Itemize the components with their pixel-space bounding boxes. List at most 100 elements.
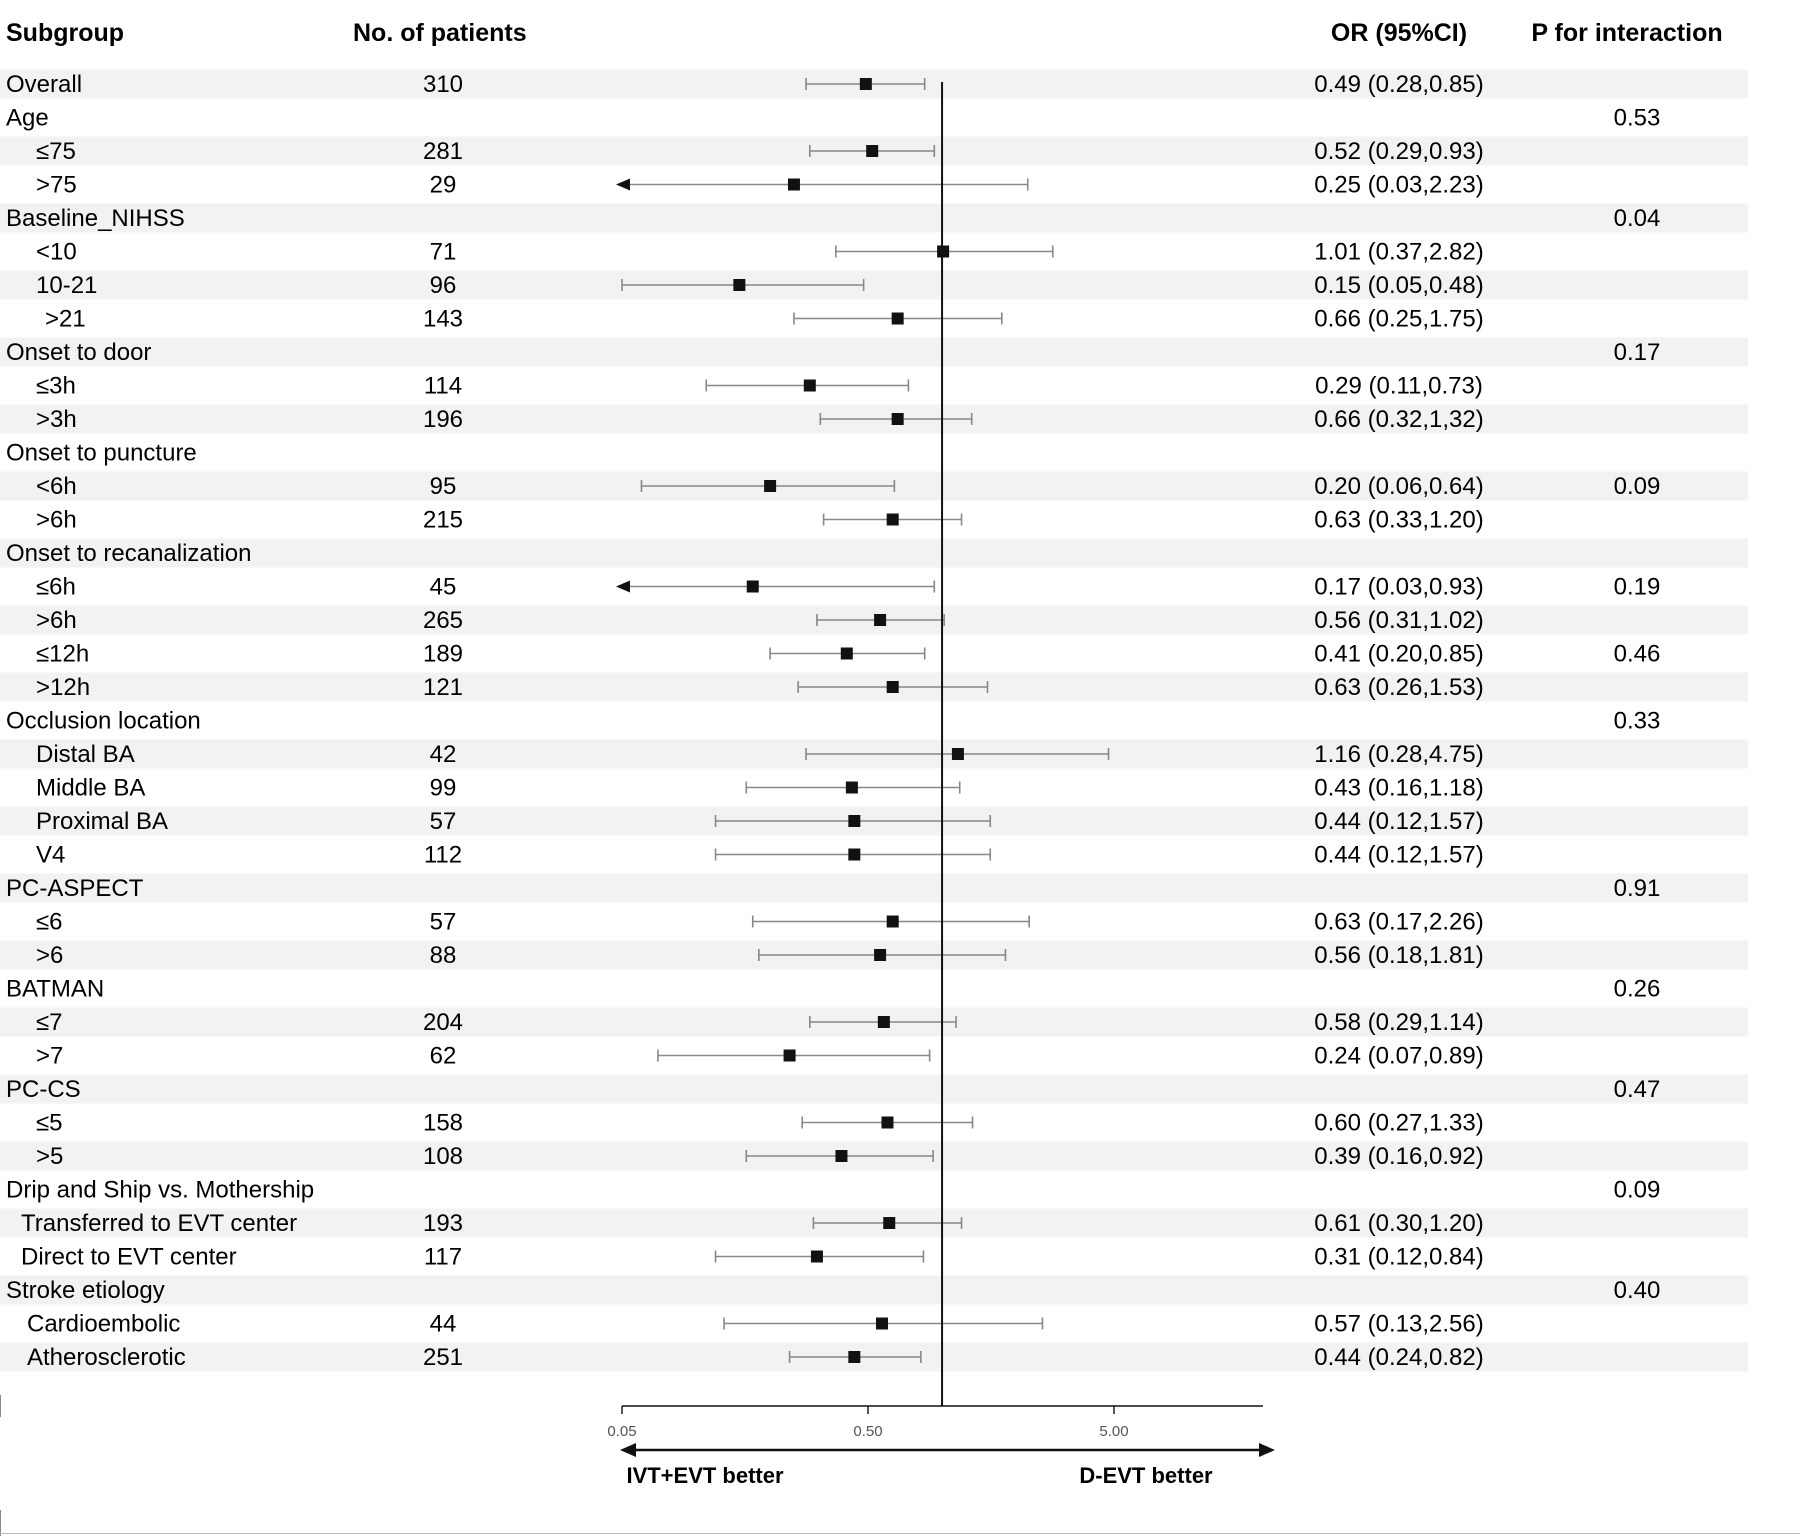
row-label: Onset to recanalization xyxy=(6,540,251,567)
x-tick-label: 0.50 xyxy=(853,1423,882,1440)
row-label: Atherosclerotic xyxy=(27,1344,186,1371)
direction-label-right: D-EVT better xyxy=(1079,1463,1213,1488)
row-or-ci: 0.25 (0.03,2.23) xyxy=(1314,172,1483,199)
or-marker xyxy=(891,312,904,325)
row-label: Distal BA xyxy=(36,741,135,768)
or-marker xyxy=(875,1317,888,1330)
header-patients: No. of patients xyxy=(353,19,527,47)
row-patients: 99 xyxy=(430,775,457,802)
row-label: 10-21 xyxy=(36,272,97,299)
row-p-interaction: 0.91 xyxy=(1614,875,1661,902)
row-label: PC-ASPECT xyxy=(6,875,144,902)
row-patients: 143 xyxy=(423,306,463,333)
row-label: <6h xyxy=(36,473,77,500)
row-patients: 189 xyxy=(423,641,463,668)
row-patients: 112 xyxy=(424,842,462,869)
or-marker xyxy=(803,379,816,392)
row-or-ci: 0.43 (0.16,1.18) xyxy=(1314,775,1483,802)
row-or-ci: 0.15 (0.05,0.48) xyxy=(1314,272,1483,299)
or-marker xyxy=(886,681,899,693)
row-or-ci: 0.66 (0.32,1,32) xyxy=(1314,406,1483,433)
row-patients: 57 xyxy=(430,909,457,936)
or-marker xyxy=(881,1116,894,1129)
row-band xyxy=(0,270,1748,300)
row-or-ci: 0.44 (0.12,1.57) xyxy=(1314,842,1483,869)
row-p-interaction: 0.04 xyxy=(1614,205,1661,232)
row-label: BATMAN xyxy=(6,976,104,1003)
row-label: >12h xyxy=(36,674,90,701)
row-patients: 121 xyxy=(423,674,463,701)
row-label: ≤6 xyxy=(36,909,63,936)
or-marker xyxy=(848,1351,861,1363)
ci-arrow-left xyxy=(616,580,630,593)
row-or-ci: 0.39 (0.16,0.92) xyxy=(1314,1143,1483,1170)
row-patients: 95 xyxy=(430,473,457,500)
direction-arrow-right xyxy=(1259,1443,1275,1457)
row-or-ci: 0.44 (0.12,1.57) xyxy=(1314,808,1483,835)
or-marker xyxy=(859,78,872,90)
row-patients: 193 xyxy=(423,1210,463,1237)
row-label: Onset to door xyxy=(6,339,151,366)
row-label: Onset to puncture xyxy=(6,440,197,467)
row-label: ≤75 xyxy=(36,138,76,165)
or-marker xyxy=(848,848,861,861)
row-or-ci: 0.56 (0.18,1.81) xyxy=(1314,942,1483,969)
frame-edge xyxy=(0,1395,1,1417)
row-label: >6h xyxy=(36,607,77,634)
x-tick-label: 0.05 xyxy=(607,1423,636,1440)
row-label: PC-CS xyxy=(6,1076,81,1103)
row-label: Occlusion location xyxy=(6,708,201,735)
row-or-ci: 0.17 (0.03,0.93) xyxy=(1314,574,1483,601)
row-band xyxy=(0,337,1748,367)
row-or-ci: 0.29 (0.11,0.73) xyxy=(1315,373,1483,400)
row-or-ci: 0.20 (0.06,0.64) xyxy=(1314,473,1483,500)
x-tick-label: 5.00 xyxy=(1099,1423,1128,1440)
row-patients: 57 xyxy=(430,808,457,835)
or-marker xyxy=(764,480,777,492)
row-label: Direct to EVT center xyxy=(21,1244,237,1271)
row-or-ci: 0.66 (0.25,1.75) xyxy=(1314,306,1483,333)
row-or-ci: 0.41 (0.20,0.85) xyxy=(1314,641,1483,668)
row-patients: 204 xyxy=(423,1009,463,1036)
row-p-interaction: 0.53 xyxy=(1614,105,1661,132)
row-patients: 215 xyxy=(423,507,463,534)
row-label: Baseline_NIHSS xyxy=(6,205,185,232)
row-or-ci: 1.16 (0.28,4.75) xyxy=(1314,741,1483,768)
row-band xyxy=(0,538,1748,568)
row-label: ≤7 xyxy=(36,1009,63,1036)
or-marker xyxy=(874,614,887,626)
row-label: ≤6h xyxy=(36,574,76,601)
row-or-ci: 0.52 (0.29,0.93) xyxy=(1314,138,1483,165)
header-p-interaction: P for interaction xyxy=(1531,19,1722,47)
or-marker xyxy=(866,145,879,157)
or-marker xyxy=(840,647,853,660)
or-marker xyxy=(891,413,904,425)
row-patients: 42 xyxy=(430,741,457,768)
row-band xyxy=(0,1074,1748,1104)
row-patients: 114 xyxy=(424,373,462,400)
row-or-ci: 1.01 (0.37,2.82) xyxy=(1314,239,1483,266)
row-patients: 88 xyxy=(430,942,457,969)
row-shading-group xyxy=(0,69,1748,1372)
row-or-ci: 0.44 (0.24,0.82) xyxy=(1314,1344,1483,1371)
row-p-interaction: 0.40 xyxy=(1614,1277,1661,1304)
row-label: Overall xyxy=(6,71,82,98)
row-patients: 281 xyxy=(423,138,463,165)
direction-arrow-left xyxy=(620,1443,636,1457)
or-marker xyxy=(937,245,950,258)
header-subgroup: Subgroup xyxy=(6,19,124,47)
or-marker xyxy=(746,580,759,593)
row-p-interaction: 0.09 xyxy=(1614,1177,1661,1204)
row-p-interaction: 0.47 xyxy=(1614,1076,1661,1103)
row-band xyxy=(0,873,1748,903)
ci-arrow-left xyxy=(616,178,630,191)
or-marker xyxy=(835,1150,848,1162)
or-marker xyxy=(783,1049,796,1062)
row-patients: 96 xyxy=(430,272,457,299)
row-label: Stroke etiology xyxy=(6,1277,165,1304)
row-patients: 158 xyxy=(423,1110,463,1137)
row-or-ci: 0.31 (0.12,0.84) xyxy=(1314,1244,1483,1271)
row-label: Proximal BA xyxy=(36,808,168,835)
row-or-ci: 0.61 (0.30,1.20) xyxy=(1314,1210,1483,1237)
